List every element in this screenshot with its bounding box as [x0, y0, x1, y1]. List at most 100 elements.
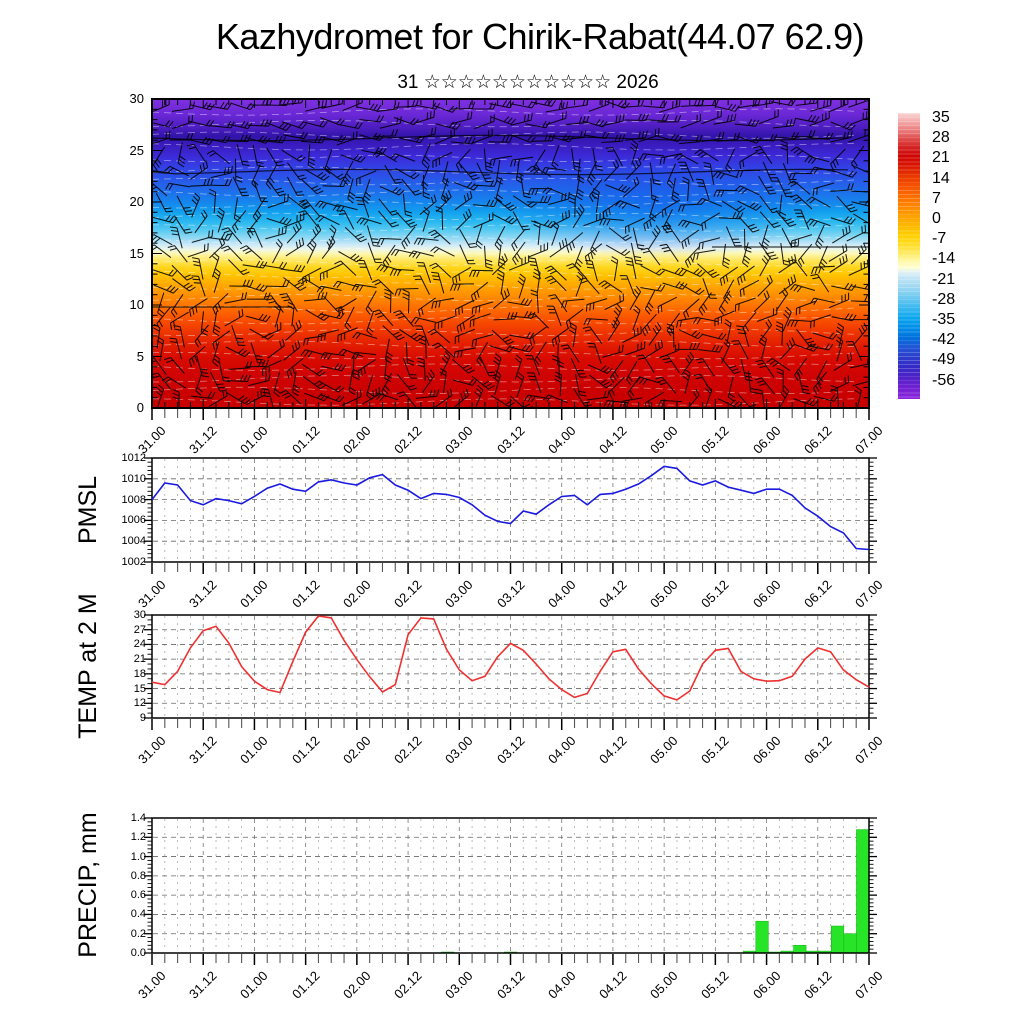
x-tick-label: 31.00	[134, 423, 169, 457]
x-tick-label: 05.00	[647, 968, 681, 1002]
colorbar-tick-label: -35	[932, 311, 956, 328]
precip-bar	[831, 925, 845, 954]
precip-bar	[503, 951, 518, 954]
precip-bar	[780, 950, 794, 954]
page-title: Kazhydromet for Chirik-Rabat(44.07 62.9)	[215, 16, 865, 57]
x-tick-label: 03.12	[493, 968, 528, 1002]
x-tick-label: 04.00	[544, 577, 579, 611]
x-tick-label: 03.00	[442, 577, 476, 611]
x-tick-label: 07.00	[851, 577, 886, 611]
x-tick-label: 31.00	[134, 968, 169, 1002]
pmsl-tick-label: 1008	[121, 493, 146, 506]
colorbar-tick-label: 28	[932, 129, 950, 147]
x-tick-label: 03.00	[442, 968, 476, 1002]
colorbar-tick-label: -56	[932, 371, 956, 389]
temp-tick-label: 18	[133, 667, 146, 680]
colorbar-levels	[898, 113, 920, 399]
temp-tick-label: 21	[133, 653, 146, 666]
page-subtitle: 31 ☆☆☆☆☆☆☆☆☆☆☆ 2026	[16, 71, 1024, 94]
x-tick-label: 01.12	[288, 968, 323, 1002]
cross-section-panel	[152, 99, 869, 408]
x-tick-label: 05.00	[647, 577, 681, 611]
x-tick-label: 03.12	[493, 577, 528, 611]
x-tick-label: 07.00	[851, 423, 886, 457]
height-tick-label: 0	[136, 400, 144, 415]
colorbar-tick-label: 21	[932, 149, 950, 167]
x-tick-label: 04.12	[595, 423, 630, 457]
precip-tick-label: 1.2	[130, 831, 146, 844]
x-tick-label: 05.12	[698, 423, 732, 457]
x-tick-label: 02.12	[391, 733, 425, 767]
subtitle-year: 2026	[616, 72, 659, 93]
colorbar-tick-label: -42	[932, 331, 956, 349]
x-tick-label: 01.00	[237, 733, 272, 767]
colorbar-tick-label: -49	[932, 351, 956, 369]
precip-bar	[441, 951, 455, 954]
x-tick-label: 03.00	[442, 423, 476, 457]
x-tick-label: 06.00	[749, 423, 784, 457]
colorbar-tick-label: 35	[932, 109, 950, 126]
precip-bar	[805, 950, 819, 954]
x-tick-label: 06.00	[749, 733, 784, 767]
precip-tick-label: 0.4	[130, 908, 146, 921]
x-tick-label: 06.12	[800, 423, 835, 457]
x-tick-label: 06.00	[749, 577, 784, 611]
subtitle-day: 31	[397, 72, 419, 93]
pmsl-tick-label: 1012	[121, 452, 146, 464]
colorbar-tick-label: -7	[932, 230, 947, 248]
pmsl-tick-label: 1002	[121, 556, 146, 568]
x-tick-label: 07.00	[851, 968, 886, 1002]
height-tick-label: 5	[136, 348, 144, 364]
x-tick-label: 07.00	[851, 733, 886, 767]
precip-bar	[742, 950, 757, 954]
colorbar-tick-label: -28	[932, 290, 956, 308]
precip-bar	[843, 933, 857, 954]
x-tick-label: 31.12	[186, 577, 220, 611]
x-tick-label: 02.12	[391, 577, 425, 611]
x-tick-label: 02.00	[339, 577, 374, 611]
x-tick-label: 01.00	[237, 968, 272, 1002]
x-tick-label: 05.12	[698, 968, 732, 1002]
precip-tick-label: 0.0	[130, 947, 146, 959]
x-tick-label: 05.00	[647, 423, 681, 457]
precip-bar	[793, 945, 807, 954]
precip-tick-label: 0.2	[130, 927, 146, 940]
x-tick-label: 05.12	[698, 577, 732, 611]
precip-bar	[755, 920, 769, 954]
x-tick-label: 02.00	[339, 968, 374, 1002]
precip-bar	[768, 951, 782, 954]
height-tick-label: 30	[129, 91, 144, 106]
temp-tick-label: 24	[133, 638, 146, 651]
height-tick-label: 10	[129, 297, 144, 312]
x-tick-label: 05.00	[647, 733, 681, 767]
x-tick-label: 01.12	[288, 733, 323, 767]
height-tick-label: 20	[129, 194, 144, 209]
x-tick-label: 01.12	[288, 423, 323, 457]
colorbar-tick-label: 7	[932, 189, 941, 207]
temp-tick-label: 9	[139, 712, 146, 724]
temp-line	[151, 615, 870, 701]
x-tick-label: 31.12	[186, 423, 220, 457]
x-tick-label: 02.12	[391, 423, 425, 457]
x-tick-label: 03.12	[493, 423, 528, 457]
height-tick-label: 15	[129, 245, 144, 261]
x-tick-label: 02.12	[391, 968, 425, 1002]
x-tick-label: 31.12	[186, 733, 220, 767]
x-tick-label: 04.00	[544, 423, 579, 457]
temp-tick-label: 27	[133, 623, 146, 636]
precip-bar	[818, 950, 832, 954]
colorbar-tick-label: -14	[932, 250, 956, 268]
pmsl-tick-label: 1010	[121, 472, 146, 485]
x-tick-label: 01.12	[288, 577, 323, 611]
x-tick-label: 03.12	[493, 733, 528, 767]
x-tick-label: 06.12	[800, 733, 835, 767]
colorbar-tick-label: 0	[932, 210, 941, 227]
colorbar-tick-label: -21	[932, 270, 956, 288]
x-tick-label: 31.00	[134, 733, 169, 767]
x-tick-label: 04.00	[544, 733, 579, 767]
precip-bar	[856, 829, 870, 954]
x-tick-label: 04.12	[595, 733, 630, 767]
x-tick-label: 02.00	[339, 423, 374, 457]
x-tick-label: 04.00	[544, 968, 579, 1002]
